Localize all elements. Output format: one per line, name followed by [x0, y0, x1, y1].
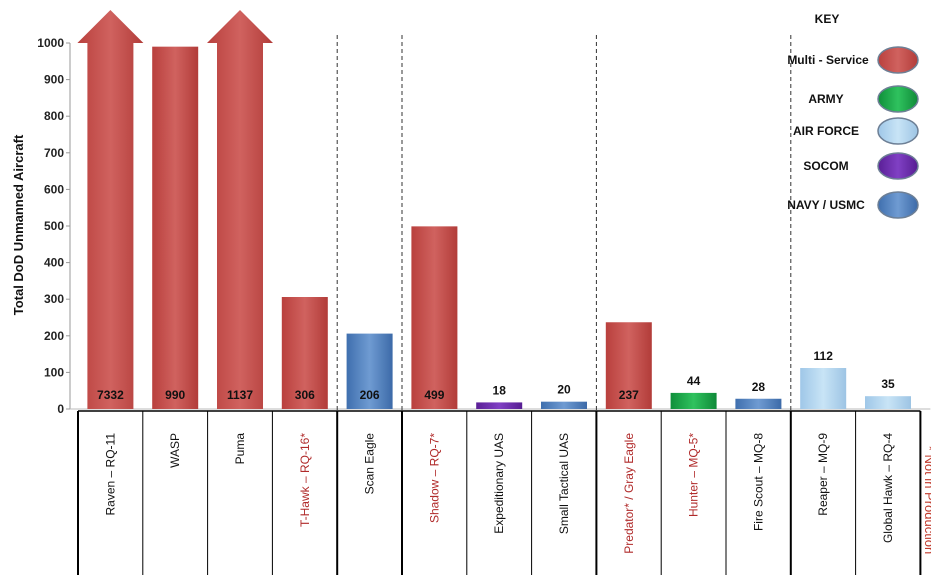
y-tick-label: 800: [44, 109, 64, 123]
bar-predator-gray-eagle: [605, 322, 652, 409]
bar-raven-rq-11: [77, 10, 144, 409]
bar-puma: [207, 10, 273, 409]
y-axis-label: Total DoD Unmanned Aircraft: [11, 134, 26, 315]
category-label-global-hawk-rq-4: Global Hawk – RQ-4: [881, 433, 895, 543]
legend-label-navy-usmc: NAVY / USMC: [787, 198, 865, 212]
value-label-predator-gray-eagle: 237: [619, 388, 639, 402]
y-tick-label: 1000: [37, 36, 64, 50]
bar-shadow-rq-7: [411, 226, 458, 409]
value-label-small-tactical-uas: 20: [557, 383, 571, 397]
legend-label-multi-service: Multi - Service: [787, 53, 869, 67]
y-tick-label: 400: [44, 256, 64, 270]
y-tick-label: 500: [44, 219, 64, 233]
bar-fire-scout-mq-8: [735, 398, 782, 409]
bar-hunter-mq-5: [670, 392, 717, 409]
value-label-global-hawk-rq-4: 35: [881, 377, 895, 391]
value-label-t-hawk-rq-16: 306: [295, 388, 315, 402]
value-label-expeditionary-uas: 18: [493, 383, 507, 397]
legend-swatch-multi-service: [877, 46, 919, 74]
bar-expeditionary-uas: [476, 402, 523, 409]
y-tick-label: 700: [44, 146, 64, 160]
value-label-scan-eagle: 206: [360, 388, 380, 402]
bars: 7332 990 1137 306 206 499 18 20 237 44 28 112 35: [77, 10, 911, 409]
category-table: Raven – RQ-11 WASP Puma T-Hawk – RQ-16* Scan…: [77, 410, 922, 575]
legend-swatch-navy-usmc: [877, 191, 919, 219]
category-label-reaper-mq-9: Reaper – MQ-9: [816, 433, 830, 516]
value-label-raven-rq-11: 7332: [97, 388, 124, 402]
legend-swatch-air-force: [877, 117, 919, 145]
bar-scan-eagle: [346, 333, 393, 409]
category-label-expeditionary-uas: Expeditionary UAS: [492, 433, 506, 534]
bar-reaper-mq-9: [800, 368, 847, 409]
value-label-puma: 1137: [227, 388, 253, 402]
bar-t-hawk-rq-16: [281, 297, 328, 409]
category-label-wasp: WASP: [168, 433, 182, 468]
footnote-not-in-production: * Not in Production: [922, 446, 931, 554]
category-label-shadow-rq-7: Shadow – RQ-7*: [427, 433, 441, 523]
y-tick-label: 300: [44, 292, 64, 306]
legend-label-socom: SOCOM: [803, 159, 848, 173]
category-label-small-tactical-uas: Small Tactical UAS: [557, 433, 571, 534]
legend-label-army: ARMY: [808, 92, 843, 106]
y-tick-label: 0: [57, 402, 64, 416]
category-label-raven-rq-11: Raven – RQ-11: [103, 433, 117, 516]
category-label-scan-eagle: Scan Eagle: [363, 433, 377, 495]
category-label-hunter-mq-5: Hunter – MQ-5*: [687, 433, 701, 517]
legend-label-air-force: AIR FORCE: [793, 124, 859, 138]
legend-swatch-army: [877, 85, 919, 113]
y-tick-label: 600: [44, 182, 64, 196]
y-tick-label: 200: [44, 329, 64, 343]
legend-title: KEY: [815, 12, 840, 26]
y-tick-label: 100: [44, 365, 64, 379]
value-label-reaper-mq-9: 112: [814, 349, 834, 363]
category-label-predator-gray-eagle: Predator* / Gray Eagle: [622, 433, 636, 554]
category-label-t-hawk-rq-16: T-Hawk – RQ-16*: [298, 433, 312, 527]
value-label-shadow-rq-7: 499: [424, 388, 444, 402]
bar-global-hawk-rq-4: [865, 396, 911, 409]
value-label-hunter-mq-5: 44: [687, 374, 701, 388]
legend: KEY Multi - Service ARMY AIR FORCE SOCOM NAVY…: [787, 12, 919, 219]
value-label-wasp: 990: [165, 388, 185, 402]
bar-small-tactical-uas: [541, 401, 587, 409]
value-label-fire-scout-mq-8: 28: [752, 380, 766, 394]
category-label-puma: Puma: [233, 433, 247, 465]
category-label-fire-scout-mq-8: Fire Scout – MQ-8: [751, 433, 765, 531]
group-dividers: [336, 35, 792, 415]
legend-swatch-socom: [877, 152, 919, 180]
y-tick-label: 900: [44, 73, 64, 87]
bar-wasp: [152, 46, 199, 409]
